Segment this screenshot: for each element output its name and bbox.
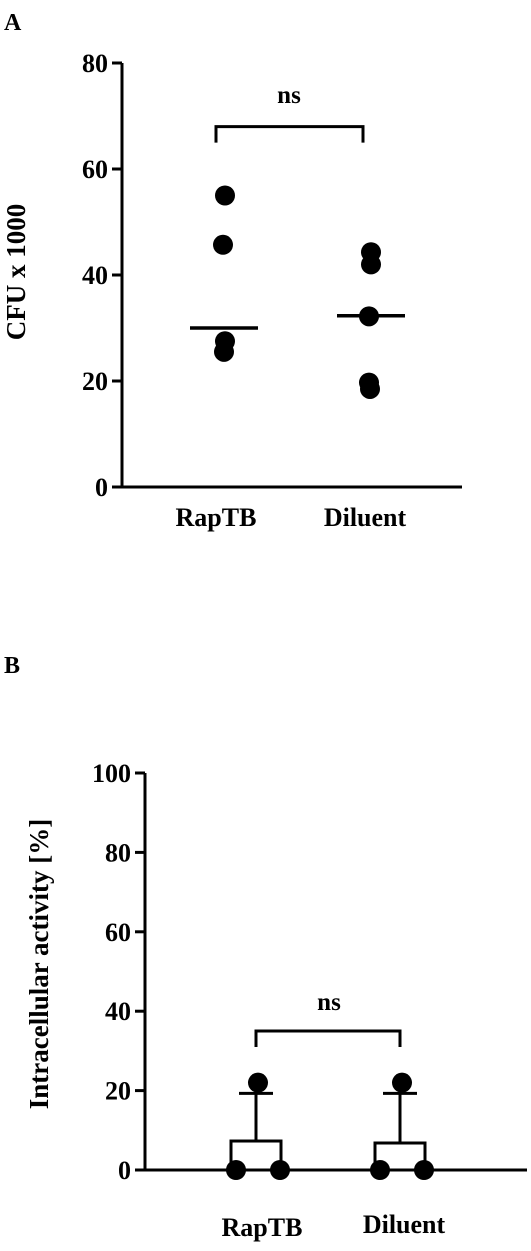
panel-b-significance-label: ns (317, 989, 341, 1016)
panel-a-point-raptb-1 (215, 185, 235, 206)
panel-a-y-tick-label-80: 80 (82, 49, 108, 78)
panel-a: A CFU x 1000 0 20 40 60 80 RapTB Diluent ns (1, 10, 462, 532)
panel-a-y-tick-label-40: 40 (82, 261, 108, 290)
panel-b-marks (226, 1029, 434, 1180)
panel-b-point-diluent-1 (392, 1072, 412, 1093)
panel-a-point-diluent-2 (361, 254, 381, 275)
panel-a-y-tick-label-0: 0 (95, 473, 108, 502)
panel-a-point-raptb-2 (213, 234, 233, 255)
panel-a-label: A (4, 10, 22, 36)
panel-a-point-raptb-4 (214, 341, 234, 362)
panel-b-category-label-raptb: RapTB (222, 1213, 303, 1242)
panel-b-category-label-diluent: Diluent (363, 1210, 446, 1239)
panel-a-significance-label: ns (277, 82, 301, 109)
panel-a-category-label-raptb: RapTB (176, 503, 257, 532)
panel-a-y-tick-label-20: 20 (82, 367, 108, 396)
panel-b-point-raptb-3 (270, 1160, 290, 1180)
panel-a-y-tick-label-60: 60 (82, 155, 108, 184)
panel-b-y-tick-label-40: 40 (105, 997, 131, 1026)
panel-a-marks (190, 125, 405, 399)
panel-b-y-axis-title: Intracellular activity [%] (24, 819, 54, 1109)
panel-b-label: B (4, 653, 20, 679)
panel-b-y-ticks: 0 20 40 60 80 100 (92, 759, 145, 1185)
panel-b-y-tick-label-80: 80 (105, 838, 131, 867)
panel-b: B Intracellular activity [%] 0 20 40 60 80 10… (4, 653, 527, 1242)
panel-a-category-label-diluent: Diluent (324, 503, 407, 532)
panel-b-y-tick-label-20: 20 (105, 1077, 131, 1106)
panel-b-y-tick-label-0: 0 (118, 1156, 131, 1185)
panel-a-significance-bracket (214, 125, 365, 143)
panel-a-y-ticks: 0 20 40 60 80 (82, 49, 122, 502)
panel-b-point-raptb-1 (248, 1072, 268, 1093)
panel-b-y-tick-label-60: 60 (105, 918, 131, 947)
panel-b-point-raptb-2 (226, 1160, 246, 1180)
panel-b-significance-bracket (254, 1029, 402, 1048)
panel-b-y-tick-label-100: 100 (92, 759, 131, 788)
panel-b-point-diluent-2 (370, 1160, 390, 1180)
panel-a-y-axis-title: CFU x 1000 (1, 204, 31, 341)
panel-a-point-diluent-5 (360, 378, 380, 399)
panel-b-point-diluent-3 (414, 1160, 434, 1180)
panel-b-axes (143, 773, 527, 1172)
